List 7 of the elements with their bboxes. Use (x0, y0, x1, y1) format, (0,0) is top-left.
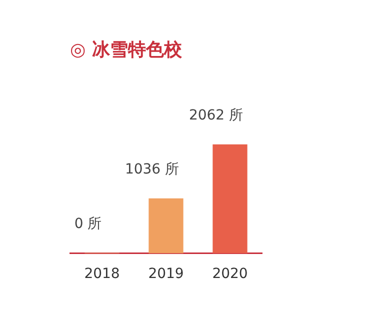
chart-title: ◎ 冰雪特色校 (70, 39, 183, 60)
data-label: 0 所 (74, 216, 102, 232)
x-tick-label: 2020 (212, 266, 248, 282)
x-tick-label: 2019 (148, 266, 184, 282)
x-tick-label: 2018 (84, 266, 120, 282)
data-label: 2062 所 (188, 107, 244, 124)
data-label: 1036 所 (124, 161, 180, 178)
